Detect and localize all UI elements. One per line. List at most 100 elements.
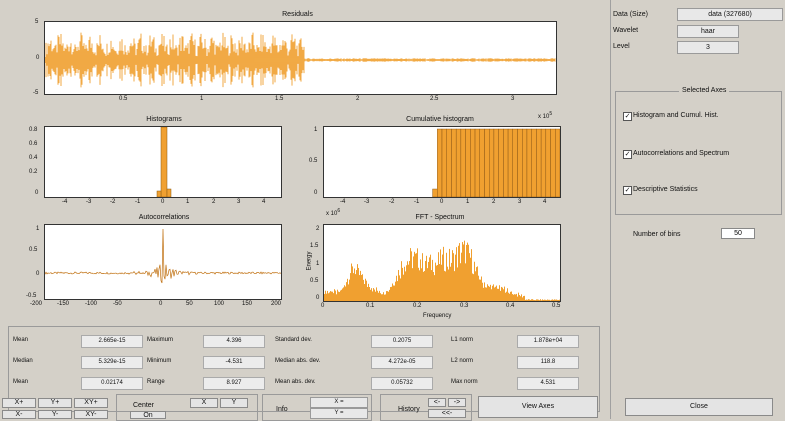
history-next-button[interactable]: ->	[448, 398, 466, 407]
fft-bar	[385, 294, 386, 301]
fft-bar	[551, 300, 552, 301]
autocorr-plot[interactable]	[44, 224, 282, 300]
stats-checkbox[interactable]: ✓	[623, 186, 632, 195]
fft-bar	[451, 263, 452, 301]
view-axes-button[interactable]: View Axes	[478, 396, 598, 418]
fft-bar	[398, 270, 399, 301]
fft-bar	[409, 261, 410, 301]
fft-bar	[447, 267, 448, 301]
fft-bar	[526, 300, 527, 301]
cum-ytick: 0	[314, 190, 317, 196]
close-button[interactable]: Close	[625, 398, 773, 416]
fft-plot[interactable]	[323, 224, 561, 302]
fft-bar	[384, 295, 385, 301]
stat-label: Mean	[13, 337, 28, 343]
zoom-xy-plus-button[interactable]: XY+	[74, 398, 108, 408]
cumulative-bar	[456, 129, 461, 197]
center-y-button[interactable]: Y	[220, 398, 248, 408]
fft-bar	[357, 264, 358, 301]
fft-spectrum	[324, 225, 560, 301]
fft-bar	[331, 292, 332, 301]
fft-bar	[351, 264, 352, 301]
fft-bar	[378, 293, 379, 301]
fft-bar	[518, 293, 519, 301]
fft-bar	[436, 266, 437, 301]
cum-xtick: -4	[340, 199, 345, 205]
fft-bar	[371, 288, 372, 301]
zoom-x-minus-button[interactable]: X-	[2, 410, 36, 419]
cum-xtick: -2	[389, 199, 394, 205]
stat-label: Median abs. dev.	[275, 358, 320, 364]
fft-bar	[349, 280, 350, 301]
histogram-checkbox[interactable]: ✓	[623, 112, 632, 121]
fft-bar	[440, 249, 441, 301]
stats-checkbox-label[interactable]: Descriptive Statistics	[633, 186, 698, 193]
fft-bar	[458, 246, 459, 301]
info-y-field: Y =	[310, 408, 368, 419]
right-panel: Data (Size) data (327680) Wavelet haar L…	[610, 0, 785, 419]
fft-bar	[521, 294, 522, 301]
fft-bar	[503, 289, 504, 301]
fft-ytick: 1	[316, 261, 319, 267]
fft-bar	[470, 258, 471, 301]
fft-bar	[445, 271, 446, 301]
fft-bar	[532, 299, 533, 301]
residuals-signal	[45, 22, 556, 94]
fft-xlabel: Frequency	[423, 313, 451, 319]
fft-xtick: 0.5	[552, 303, 560, 309]
fft-bar	[557, 300, 558, 301]
cumulative-bar	[527, 129, 532, 197]
hist-ytick: 0.6	[29, 141, 37, 147]
fft-bar	[475, 271, 476, 301]
cumulative-bar	[546, 129, 551, 197]
cumulative-bar	[494, 129, 499, 197]
stat-label: Mean abs. dev.	[275, 379, 316, 385]
resid-xtick: 1.5	[275, 96, 283, 102]
fft-bar	[559, 300, 560, 301]
zoom-y-plus-button[interactable]: Y+	[38, 398, 72, 408]
fft-bar	[488, 286, 489, 301]
resid-xtick: 2.5	[430, 96, 438, 102]
stat-value: 4.272e-05	[371, 356, 433, 369]
history-prev-button[interactable]: <-	[428, 398, 446, 407]
center-on-toggle[interactable]: On	[130, 411, 166, 419]
fft-bar	[452, 250, 453, 301]
zoom-x-plus-button[interactable]: X+	[2, 398, 36, 408]
ac-ytick: 0	[36, 271, 39, 277]
fft-bar	[490, 285, 491, 301]
zoom-y-minus-button[interactable]: Y-	[38, 410, 72, 419]
cumulative-bar	[484, 129, 489, 197]
center-x-button[interactable]: X	[190, 398, 218, 408]
zoom-xy-minus-button[interactable]: XY-	[74, 410, 108, 419]
cumulative-bar	[536, 129, 541, 197]
fft-bar	[424, 271, 425, 301]
stat-label: L2 norm	[451, 358, 473, 364]
fft-bar	[527, 300, 528, 301]
fft-bar	[388, 292, 389, 301]
fft-bar	[528, 299, 529, 301]
histogram-plot[interactable]	[44, 126, 282, 198]
cumulative-bar	[532, 129, 537, 197]
fft-bar	[341, 290, 342, 301]
fft-bar	[390, 287, 391, 301]
residuals-title: Residuals	[20, 11, 575, 18]
fft-xtick: 0.1	[366, 303, 374, 309]
fft-bar	[446, 253, 447, 301]
bins-input[interactable]	[721, 228, 755, 239]
stat-label: Max norm	[451, 379, 478, 385]
autocorr-checkbox[interactable]: ✓	[623, 150, 632, 159]
fft-bar	[474, 262, 475, 301]
residuals-plot[interactable]	[44, 21, 557, 95]
autocorr-checkbox-label[interactable]: Autocorrelations and Spectrum	[633, 150, 729, 157]
ac-xtick: -150	[57, 301, 69, 307]
histogram-checkbox-label[interactable]: Histogram and Cumul. Hist.	[633, 112, 719, 119]
stat-label: Median	[13, 358, 33, 364]
cumulative-bars	[324, 127, 560, 197]
fft-bar	[501, 287, 502, 301]
cumulative-plot[interactable]	[323, 126, 561, 198]
fft-bar	[546, 300, 547, 301]
ac-xtick: 0	[159, 301, 162, 307]
resid-ytick: -5	[33, 90, 38, 96]
fft-bar	[519, 295, 520, 301]
history-first-button[interactable]: <<-	[428, 409, 466, 418]
